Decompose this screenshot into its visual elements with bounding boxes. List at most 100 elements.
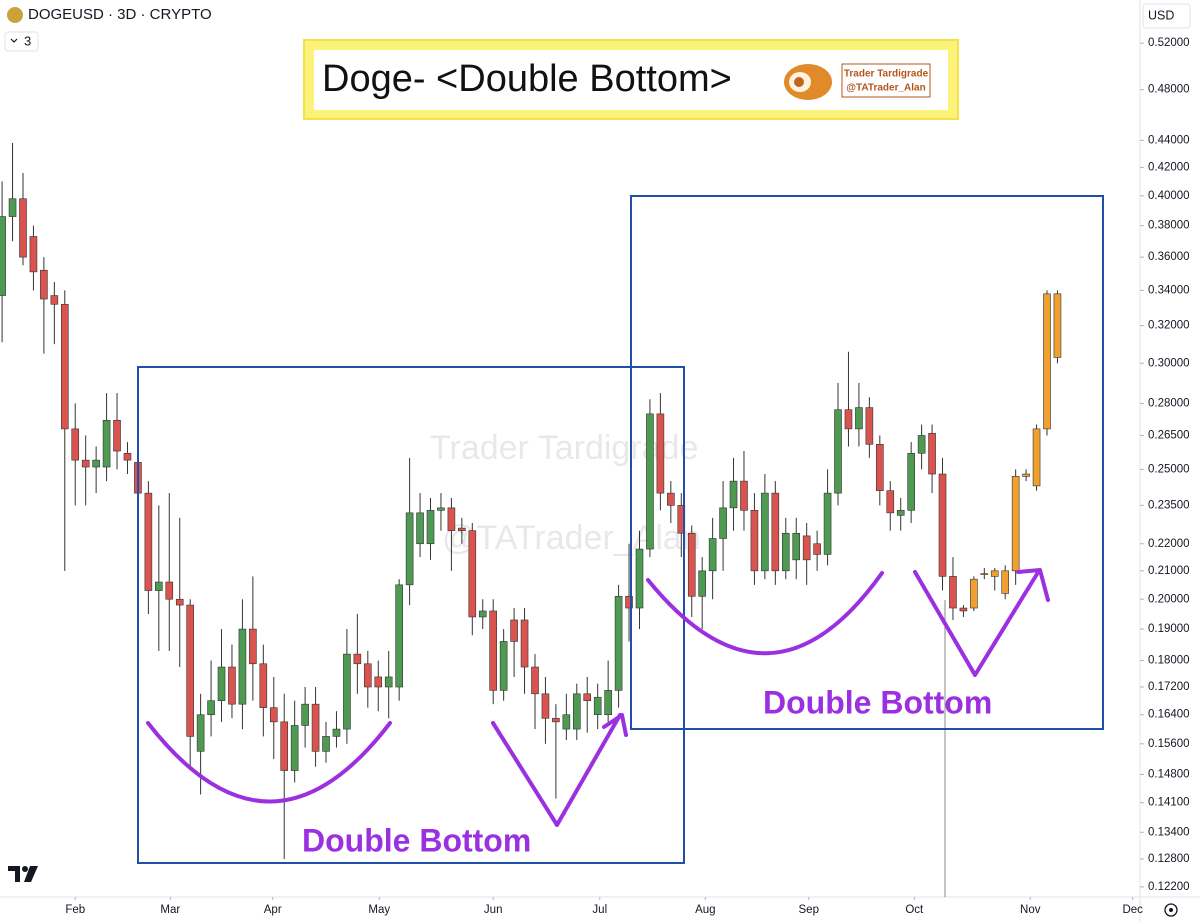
y-tick-label: 0.32000 <box>1148 320 1190 332</box>
candle-body <box>384 676 393 688</box>
candle-body <box>353 653 362 665</box>
headline: Doge- <Double Bottom> <box>322 58 732 100</box>
candle-body <box>970 578 978 609</box>
pattern-drawings <box>146 568 1050 827</box>
candle-body <box>896 510 905 516</box>
logo-box <box>841 63 931 98</box>
candle-body <box>531 666 539 695</box>
candle-body <box>698 570 706 597</box>
candle-body <box>489 610 497 691</box>
candle-body <box>269 707 278 723</box>
candle-body <box>907 452 915 511</box>
y-tick-label: 0.52000 <box>1148 37 1190 49</box>
candle-body <box>520 619 529 668</box>
y-tick-label: 0.16400 <box>1148 709 1190 721</box>
interval-chip[interactable] <box>4 31 39 52</box>
y-tick-label: 0.44000 <box>1148 134 1190 146</box>
y-tick-label: 0.34000 <box>1148 284 1190 296</box>
symbol-title: DOGEUSD · 3D · CRYPTO <box>28 6 212 23</box>
y-tick-label: 0.40000 <box>1148 190 1190 202</box>
y-tick-label: 0.28000 <box>1148 397 1190 409</box>
candle-body <box>572 693 581 730</box>
candle-body <box>750 510 759 572</box>
candle-body <box>426 510 435 545</box>
candle-body <box>332 728 341 737</box>
candle-body <box>614 596 623 691</box>
candle-body <box>1022 473 1030 477</box>
x-tick-label: Apr <box>264 904 282 916</box>
candle-body <box>374 676 383 688</box>
candle-body <box>92 459 100 468</box>
arc <box>146 721 392 804</box>
x-tick-label: Jun <box>484 904 503 916</box>
candle-body <box>468 530 477 618</box>
candle-body <box>499 641 508 691</box>
candle-body <box>761 492 769 572</box>
x-tick-label: Feb <box>65 904 85 916</box>
candle-body <box>802 535 811 561</box>
candle-body <box>155 581 163 591</box>
currency: USD <box>1148 8 1174 22</box>
candle-body <box>249 628 257 665</box>
candle-body <box>949 576 957 609</box>
candle-body <box>228 666 236 705</box>
y-tick-label: 0.36000 <box>1148 251 1190 263</box>
candle-body <box>40 269 48 300</box>
y-tick-label: 0.38000 <box>1148 220 1190 232</box>
candle-body <box>217 666 226 701</box>
candle-body <box>113 419 121 452</box>
candle-body <box>844 409 853 430</box>
candle-body <box>29 236 38 273</box>
candle-body <box>123 452 132 461</box>
candle-body <box>823 492 832 555</box>
candle-body <box>886 490 895 514</box>
pattern-label: Double Bottom <box>302 822 531 858</box>
candle-body <box>50 295 59 305</box>
y-tick-label: 0.48000 <box>1148 84 1190 96</box>
candle-body <box>593 696 602 716</box>
currency-button[interactable] <box>1142 3 1191 29</box>
candle-body <box>311 703 320 752</box>
x-tick-label: May <box>368 904 390 916</box>
y-tick-label: 0.18000 <box>1148 655 1190 667</box>
candle-body <box>207 700 215 716</box>
candle-body <box>855 407 863 430</box>
candle-body <box>562 714 571 730</box>
candle-body <box>865 407 874 445</box>
symbol-icon <box>7 7 23 23</box>
candle-body <box>541 693 550 719</box>
candle-body <box>144 492 153 591</box>
candle-body <box>771 492 780 572</box>
candle-body <box>447 507 456 531</box>
x-tick-label: Dec <box>1122 904 1143 916</box>
candle-body <box>196 714 205 752</box>
x-tick-label: Oct <box>905 904 924 916</box>
candle-body <box>0 216 6 296</box>
candle-body <box>81 459 90 468</box>
candle-body <box>792 532 801 561</box>
candle-body <box>280 721 289 771</box>
candle-body <box>8 198 17 217</box>
candle-body <box>719 507 727 539</box>
candle-body <box>19 198 27 258</box>
x-tick-label: Jul <box>592 904 607 916</box>
candle-body <box>708 538 717 572</box>
y-tick-label: 0.17200 <box>1148 681 1190 693</box>
x-tick-label: Mar <box>160 904 180 916</box>
candle-body <box>938 473 947 577</box>
candle-body <box>980 573 989 575</box>
arc <box>646 571 884 656</box>
candle-body <box>458 527 466 531</box>
interval: 3 <box>24 33 31 48</box>
watermark: @TATrader_Alan <box>442 519 701 557</box>
chip-chevron <box>10 38 18 43</box>
candle-body <box>259 663 268 708</box>
candle-body <box>604 690 612 716</box>
candle-body <box>1053 293 1062 358</box>
settings-icon[interactable] <box>1164 903 1178 917</box>
candle-body <box>343 653 351 730</box>
candle-body <box>175 598 184 606</box>
v-arrow <box>913 568 1050 677</box>
candle-body <box>729 480 738 509</box>
